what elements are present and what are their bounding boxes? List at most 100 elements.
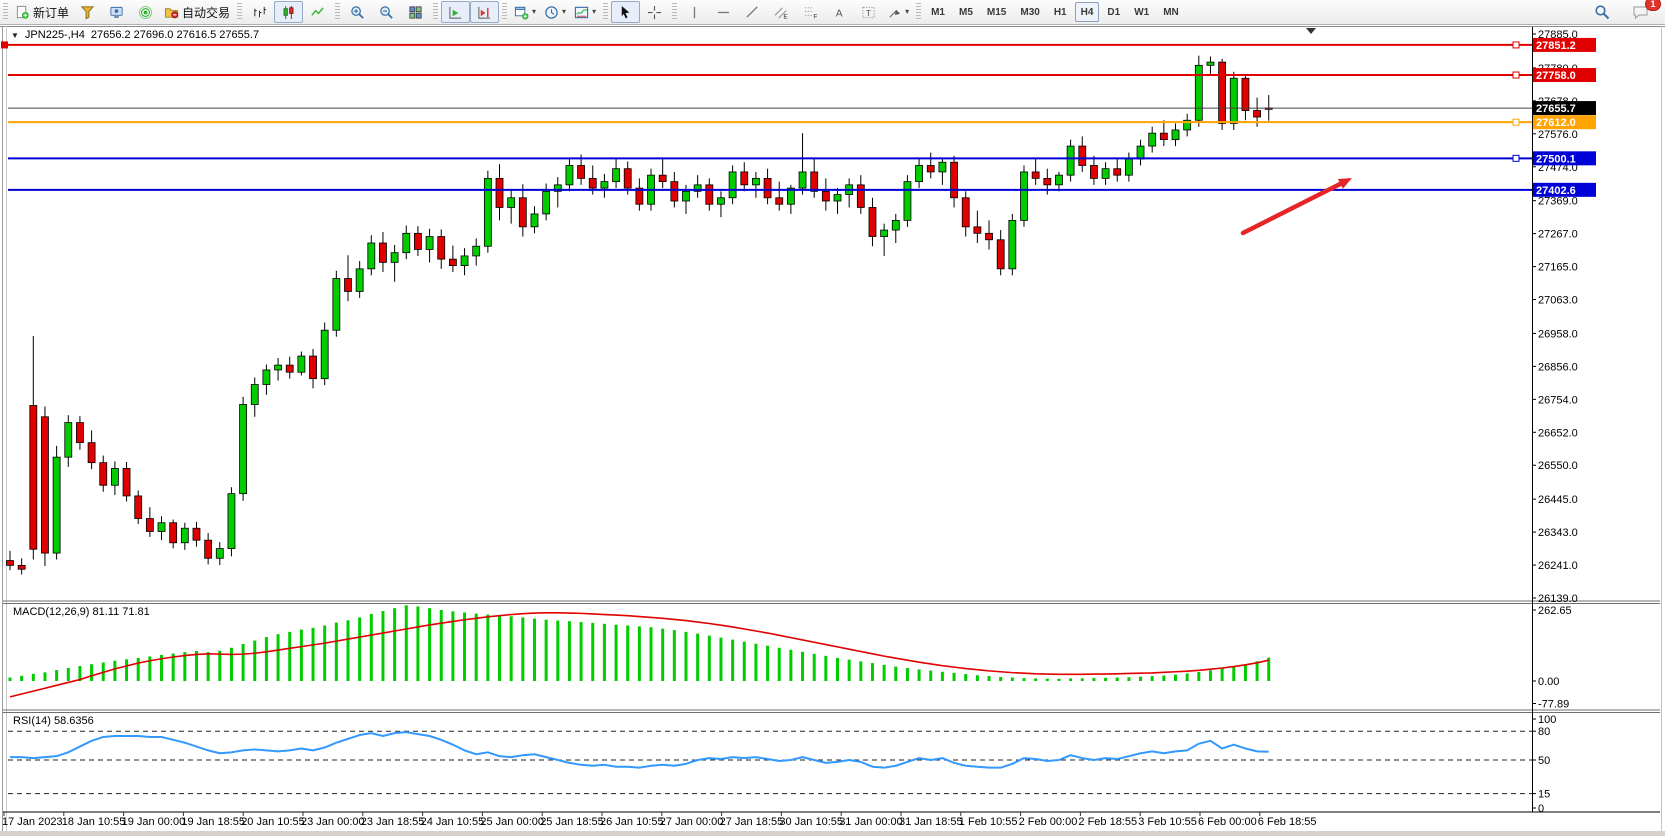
new-chart-button[interactable]: ▾ [510,1,540,23]
arrows-button[interactable]: ▾ [883,1,913,23]
horizontal-line-button[interactable] [709,1,738,23]
template-chart-icon [574,6,589,18]
line-handle[interactable] [1512,71,1520,79]
tab-timeframe-m15[interactable]: M15 [986,6,1007,18]
templates-button[interactable]: ▾ [570,1,600,23]
toolbar-grip [502,3,508,21]
chart-shift-marker[interactable] [1306,28,1316,34]
vertical-line-button[interactable] [680,1,709,23]
tab-timeframe-m1[interactable]: M1 [931,6,945,18]
line-handle[interactable] [1512,41,1520,49]
svg-text:27655.7: 27655.7 [1536,103,1576,115]
tab-timeframe-mn[interactable]: MN [1163,6,1179,18]
panel-separators[interactable] [3,27,1660,813]
line-handle[interactable] [1512,154,1520,162]
rsi-line [10,731,1269,769]
trendline-button[interactable] [738,1,767,23]
bar-chart-button[interactable] [245,1,274,23]
price-tick-label: 26958.0 [1538,328,1578,340]
candlestick-chart-button[interactable] [274,1,304,23]
rsi-tick-label: 50 [1538,755,1550,767]
price-tick-label: 27063.0 [1538,295,1578,307]
macd-panel [8,605,1271,698]
svg-text:27612.0: 27612.0 [1536,117,1576,129]
svg-text:27500.1: 27500.1 [1536,153,1576,165]
market-icon [110,6,123,18]
price-tags: 27851.2 27758.0 27655.7 27612.0 27500.1 27402… [1533,37,1596,197]
collapse-icon[interactable]: ▼ [11,30,19,40]
clock-icon [545,5,558,19]
arrow-annotation-head [1337,178,1352,189]
svg-text:27758.0: 27758.0 [1536,70,1576,82]
symbol-title: JPN225-,H4 [24,29,85,41]
zoom-out-button[interactable] [372,1,401,23]
fibonacci-button[interactable]: F [796,1,825,23]
trendline-icon [746,5,758,18]
metaeditor-button[interactable] [73,1,102,23]
crosshair-button[interactable] [640,1,669,23]
new-order-label: 新订单 [33,5,70,20]
svg-text:27851.2: 27851.2 [1536,40,1576,52]
label-button[interactable]: T [854,1,883,23]
toolbar-right-cluster: 1 [1587,0,1661,23]
auto-scroll-icon [449,6,462,19]
chevron-down-icon: ▾ [562,7,567,16]
auto-scroll-button[interactable] [441,1,471,23]
line-handle[interactable] [1,41,8,49]
chart-shift-button[interactable] [470,1,500,23]
periods-button[interactable]: ▾ [540,1,570,23]
time-tick-label: 19 Jan 18:55 [181,816,245,828]
text-button[interactable]: A [825,1,854,23]
arrows-shapes-icon [889,9,901,18]
svg-text:F: F [813,13,817,19]
rsi-tick-label: 80 [1538,726,1550,738]
macd-indicator-label: MACD(12,26,9) 81.11 71.81 [13,606,150,618]
macd-tick-label: -77.89 [1538,699,1569,711]
annotations[interactable] [1240,178,1352,236]
zoom-out-icon [380,5,393,19]
price-level-lines[interactable] [1,41,1532,191]
tab-timeframe-d1[interactable]: D1 [1107,6,1121,18]
rsi-tick-label: 0 [1538,803,1544,815]
tab-timeframe-m5[interactable]: M5 [959,6,973,18]
equidistant-channel-button[interactable]: E [767,1,796,23]
ohlc-values: 27656.2 27696.0 27616.5 27655.7 [90,29,260,41]
line-handle[interactable] [1512,118,1520,126]
tab-timeframe-w1[interactable]: W1 [1134,6,1150,18]
tab-timeframe-m30[interactable]: M30 [1020,6,1040,18]
cursor-button[interactable] [611,1,641,23]
rsi-tick-label: 100 [1538,714,1556,726]
time-tick-label: 31 Jan 18:55 [899,816,963,828]
crosshair-icon [648,5,662,19]
autotrading-button[interactable]: 自动交易 [160,1,234,23]
level-price-tag [1533,182,1596,197]
text-a-icon: A [836,8,843,19]
time-tick-label: 19 Jan 00:00 [122,816,186,828]
zoom-in-button[interactable] [343,1,372,23]
svg-text:E: E [783,13,788,19]
line-chart-button[interactable] [303,1,332,23]
new-order-button[interactable]: 新订单 [11,1,73,23]
search-button[interactable] [1587,1,1616,23]
time-tick-label: 3 Feb 10:55 [1138,816,1197,828]
tile-windows-button[interactable] [401,1,430,23]
time-tick-label: 6 Feb 18:55 [1258,816,1317,828]
toolbar-grip [335,3,341,21]
time-tick-label: 23 Jan 00:00 [301,816,365,828]
tab-timeframe-h4[interactable]: H4 [1074,2,1100,22]
time-tick-label: 2 Feb 00:00 [1019,816,1078,828]
market-button[interactable] [102,1,131,23]
notifications-button[interactable]: 1 [1626,0,1661,23]
tab-timeframe-h1[interactable]: H1 [1053,6,1067,18]
price-tick-label: 27369.0 [1538,196,1578,208]
text-label-icon: T [862,6,875,18]
signals-button[interactable] [131,1,160,23]
arrow-annotation[interactable] [1240,181,1343,236]
vertical-line-icon [693,6,696,18]
new-order-icon [16,5,29,19]
rsi-level-lines [8,730,1532,795]
zoom-in-icon [351,5,364,19]
